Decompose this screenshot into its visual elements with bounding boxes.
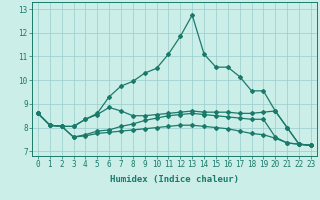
X-axis label: Humidex (Indice chaleur): Humidex (Indice chaleur) xyxy=(110,175,239,184)
